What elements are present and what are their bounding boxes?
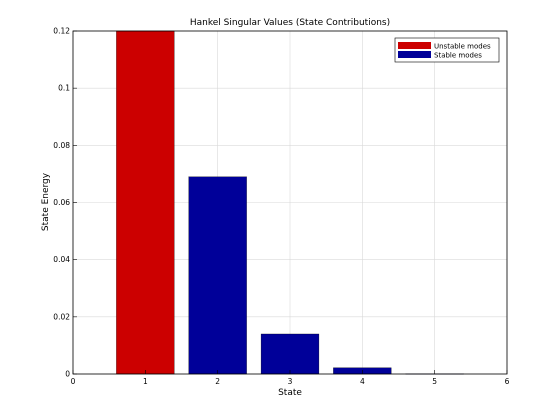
y-tick-label: 0.1: [58, 84, 70, 93]
y-axis-label: State Energy: [41, 172, 51, 231]
y-tick-label: 0: [65, 370, 70, 379]
legend-swatch-stable: [398, 51, 431, 58]
x-tick-label: 4: [360, 377, 365, 386]
x-tick-label: 3: [288, 377, 293, 386]
y-tick-label: 0.08: [53, 141, 70, 150]
x-tick-label: 2: [215, 377, 220, 386]
y-tick-label: 0.04: [53, 255, 70, 264]
x-tick-label: 0: [71, 377, 76, 386]
y-tick-label: 0.06: [53, 198, 70, 207]
bar-state-3: [260, 333, 320, 375]
bar-state-2: [188, 176, 247, 375]
x-axis-label: State: [278, 388, 302, 398]
legend-label-unstable: Unstable modes: [434, 43, 491, 51]
bar-state-1: [116, 30, 175, 375]
axis-ticks: 0 1 2 3 4 5 6 0 0.02 0.04 0.06 0.08 0.1 0.12: [53, 27, 509, 387]
x-tick-label: 1: [143, 377, 148, 386]
x-tick-label: 6: [505, 377, 510, 386]
chart-title: Hankel Singular Values (State Contributi…: [190, 18, 390, 28]
y-tick-label: 0.12: [53, 27, 70, 36]
y-tick-label: 0.02: [53, 312, 70, 321]
legend: Unstable modes Stable modes: [394, 37, 500, 63]
legend-swatch-unstable: [398, 42, 431, 49]
x-tick-label: 5: [432, 377, 437, 386]
legend-label-stable: Stable modes: [434, 52, 482, 60]
